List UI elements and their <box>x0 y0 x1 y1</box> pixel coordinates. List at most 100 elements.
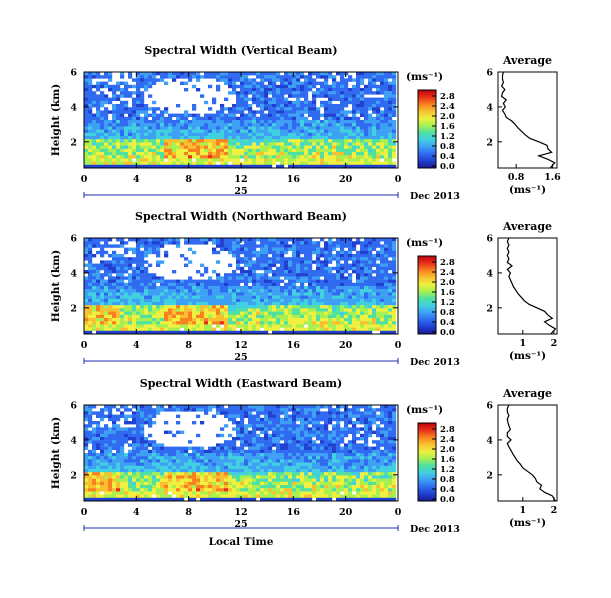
heatmap-cell <box>228 116 233 121</box>
heatmap-cell <box>176 158 181 162</box>
heatmap-cell <box>288 324 293 328</box>
heatmap-cell <box>364 148 369 153</box>
heatmap-cell <box>328 270 333 274</box>
heatmap-cell <box>92 411 97 415</box>
heatmap-cell <box>116 440 121 444</box>
heatmap-cell <box>372 298 377 303</box>
heatmap-cell <box>376 302 381 306</box>
heatmap-cell <box>176 327 181 331</box>
heatmap-cell <box>84 250 89 255</box>
heatmap-cell <box>348 263 353 267</box>
heatmap-cell <box>200 408 205 412</box>
heatmap-cell <box>180 286 185 290</box>
heatmap-cell <box>112 132 117 137</box>
heatmap-cell <box>304 286 309 290</box>
heatmap-cell <box>304 132 309 137</box>
heatmap-cell <box>124 148 129 153</box>
heatmap-cell <box>332 286 337 290</box>
heatmap-cell <box>192 139 197 143</box>
heatmap-cell <box>192 129 197 133</box>
heatmap-cell <box>308 260 313 264</box>
heatmap-cell <box>376 266 381 271</box>
heatmap-cell <box>172 282 177 287</box>
heatmap-cell <box>92 276 97 280</box>
heatmap-cell <box>384 145 389 149</box>
heatmap-cell <box>136 446 141 450</box>
heatmap-cell <box>108 270 113 274</box>
heatmap-cell <box>380 129 385 133</box>
heatmap-cell <box>236 129 241 133</box>
heatmap-cell <box>208 478 213 482</box>
heatmap-cell <box>288 110 293 114</box>
heatmap-cell <box>132 311 137 315</box>
heatmap-cell <box>140 453 145 457</box>
heatmap-cell <box>96 132 101 137</box>
heatmap-cell <box>292 260 297 264</box>
heatmap-cell <box>240 279 245 283</box>
heatmap-cell <box>256 100 261 105</box>
heatmap-cell <box>132 295 137 299</box>
heatmap-cell <box>368 311 373 315</box>
heatmap-cell <box>248 266 253 271</box>
heatmap-cell <box>124 286 129 290</box>
heatmap-cell <box>308 273 313 277</box>
heatmap-cell <box>156 161 161 165</box>
heatmap-cell <box>336 266 341 271</box>
heatmap-cell <box>92 266 97 271</box>
heatmap-cell <box>112 161 117 165</box>
heatmap-cell <box>308 107 313 111</box>
heatmap-cell <box>128 433 133 438</box>
heatmap-cell <box>288 260 293 264</box>
heatmap-cell <box>264 289 269 293</box>
heatmap-cell <box>112 494 117 498</box>
heatmap-cell <box>92 497 97 502</box>
heatmap-cell <box>220 110 225 114</box>
heatmap-cell <box>244 97 249 101</box>
heatmap-cell <box>304 330 309 335</box>
x-tick-label: 0 <box>81 174 88 185</box>
heatmap-cell <box>172 142 177 146</box>
heatmap-cell <box>308 266 313 271</box>
heatmap-cell <box>360 72 365 76</box>
heatmap-cell <box>88 282 93 287</box>
heatmap-cell <box>204 155 209 159</box>
heatmap-cell <box>356 279 361 283</box>
heatmap-cell <box>116 488 121 492</box>
heatmap-cell <box>132 459 137 463</box>
heatmap-cell <box>308 145 313 149</box>
heatmap-cell <box>184 295 189 299</box>
heatmap-cell <box>152 72 157 76</box>
heatmap-cell <box>288 311 293 315</box>
heatmap-cell <box>144 292 149 296</box>
heatmap-cell <box>348 305 353 309</box>
heatmap-cell <box>388 279 393 283</box>
heatmap-cell <box>88 421 93 425</box>
heatmap-cell <box>132 279 137 283</box>
heatmap-cell <box>356 324 361 328</box>
heatmap-cell <box>116 427 121 431</box>
heatmap-cell <box>388 311 393 315</box>
heatmap-cell <box>188 158 193 162</box>
heatmap-cell <box>104 308 109 312</box>
heatmap-cell <box>156 488 161 492</box>
heatmap-cell <box>120 469 125 473</box>
heatmap-cell <box>260 257 265 261</box>
heatmap-cell <box>148 238 153 242</box>
heatmap-cell <box>140 279 145 283</box>
heatmap-cell <box>188 276 193 280</box>
heatmap-cell <box>360 250 365 255</box>
heatmap-cell <box>352 247 357 251</box>
heatmap-cell <box>180 465 185 470</box>
heatmap-cell <box>116 279 121 283</box>
heatmap-cell <box>316 273 321 277</box>
heatmap-cell <box>248 88 253 92</box>
heatmap-cell <box>280 155 285 159</box>
heatmap-cell <box>288 282 293 287</box>
heatmap-cell <box>304 139 309 143</box>
heatmap-cell <box>204 491 209 495</box>
heatmap-cell <box>180 139 185 143</box>
heatmap-cell <box>188 126 193 130</box>
heatmap-cell <box>224 279 229 283</box>
heatmap-cell <box>256 139 261 143</box>
heatmap-cell <box>192 75 197 79</box>
